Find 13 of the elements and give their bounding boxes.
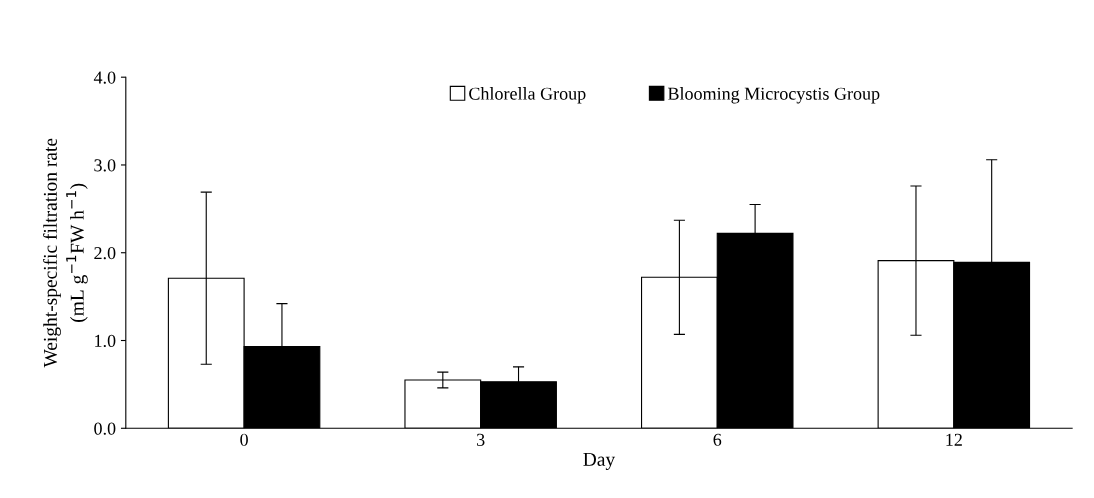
legend-label: Blooming Microcystis Group <box>667 87 880 104</box>
x-tick-label: 6 <box>713 433 722 446</box>
y-axis-title: Weight-specific filtration rate (mL g$^{−1}$FW h$^{−1}$) <box>43 138 88 368</box>
legend-label: Chlorella Group <box>469 87 586 104</box>
y-tick-label: 3.0 <box>94 159 116 172</box>
y-tick-label: 4.0 <box>93 71 116 84</box>
y-tick-label: 1.0 <box>95 334 116 348</box>
x-tick-label: 0 <box>240 433 248 446</box>
x-axis-title: Day <box>583 453 616 470</box>
y-tick-label: 2.0 <box>94 246 116 260</box>
x-tick-label: 12 <box>946 433 962 446</box>
y-tick-label: 0.0 <box>94 422 116 435</box>
x-tick-label: 3 <box>477 433 485 446</box>
